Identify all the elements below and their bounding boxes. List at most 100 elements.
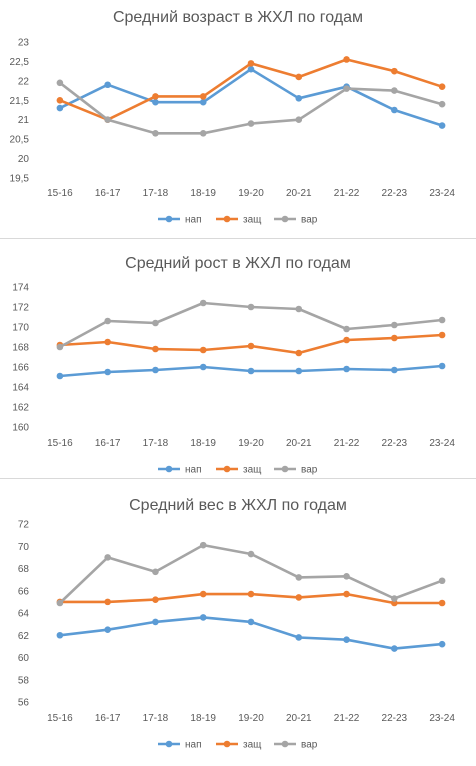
x-tick-label: 19-20	[238, 188, 264, 199]
x-tick-label: 20-21	[286, 713, 312, 724]
legend-swatch-marker	[223, 740, 231, 748]
data-point	[199, 93, 207, 100]
data-point	[247, 303, 255, 311]
data-point	[343, 365, 350, 373]
data-point	[247, 550, 255, 558]
y-tick-label: 70	[18, 542, 30, 553]
legend-swatch-marker	[165, 740, 173, 748]
data-point	[295, 349, 303, 357]
data-point	[343, 56, 350, 63]
legend-label: вар	[301, 215, 318, 226]
y-tick-label: 22	[18, 76, 30, 87]
data-point	[152, 130, 159, 137]
data-point	[247, 367, 255, 375]
x-tick-label: 20-21	[286, 188, 312, 199]
data-point	[247, 590, 255, 598]
legend-swatch-marker	[223, 465, 231, 473]
chart-panel-height: Средний рост в ЖХЛ по годам 160 162 164 166 1…	[0, 240, 476, 477]
data-point	[391, 87, 398, 94]
data-point	[199, 299, 207, 307]
y-tick-label: 72	[18, 520, 30, 531]
data-point	[295, 95, 303, 102]
x-tick-label: 23-24	[429, 438, 455, 449]
legend-item: вар	[274, 740, 318, 751]
data-point	[247, 60, 255, 67]
data-point	[295, 634, 303, 641]
data-point	[104, 81, 111, 89]
x-tick-label: 19-20	[238, 438, 264, 449]
data-point	[438, 83, 446, 90]
data-point	[247, 120, 255, 127]
y-tick-label: 164	[12, 383, 29, 394]
y-tick-label: 66	[18, 586, 30, 597]
chart-title: Средний возраст в ЖХЛ по годам	[113, 9, 363, 26]
data-point	[343, 572, 350, 580]
chart-title: Средний рост в ЖХЛ по годам	[125, 255, 351, 272]
data-point	[104, 116, 111, 124]
x-tick-label: 19-20	[238, 713, 264, 724]
data-point	[247, 65, 255, 73]
x-tick-label: 22-23	[382, 188, 408, 199]
legend-item: защ	[216, 215, 261, 226]
legend-swatch-marker	[281, 215, 289, 223]
data-point	[247, 618, 255, 626]
legend-label: нап	[185, 465, 202, 476]
legend-item: нап	[158, 465, 202, 476]
legend-item: защ	[216, 465, 261, 476]
x-tick-label: 17-18	[143, 713, 169, 724]
data-point	[104, 554, 111, 561]
data-point	[295, 116, 303, 124]
legend-item: нап	[158, 215, 202, 226]
y-tick-label: 162	[12, 403, 29, 414]
y-tick-label: 58	[18, 675, 30, 686]
legend-swatch-marker	[281, 465, 289, 473]
legend-label: защ	[243, 215, 261, 226]
data-point	[438, 331, 446, 339]
legend-item: вар	[274, 465, 318, 476]
y-tick-label: 22,5	[10, 57, 30, 68]
x-tick-label: 22-23	[382, 438, 408, 449]
legend-item: вар	[274, 215, 318, 226]
data-point	[391, 645, 398, 652]
data-point	[199, 363, 207, 371]
y-tick-label: 168	[12, 343, 29, 354]
legend-label: защ	[243, 740, 261, 751]
data-point	[295, 574, 303, 581]
data-point	[438, 640, 446, 648]
data-point	[295, 305, 303, 313]
data-point	[152, 618, 159, 626]
chart-title: Средний вес в ЖХЛ по годам	[129, 497, 347, 514]
data-point	[199, 130, 207, 137]
data-point	[199, 590, 207, 598]
data-point	[104, 338, 111, 346]
data-point	[56, 372, 64, 380]
data-point	[56, 599, 64, 607]
data-point	[295, 367, 303, 375]
legend-item: защ	[216, 740, 261, 751]
data-point	[343, 325, 350, 333]
y-tick-label: 170	[12, 323, 29, 334]
x-tick-label: 20-21	[286, 438, 312, 449]
data-point	[343, 590, 350, 598]
data-point	[295, 594, 303, 601]
legend-swatch-marker	[223, 215, 231, 223]
x-tick-label: 16-17	[95, 188, 121, 199]
series-line-0	[58, 67, 444, 127]
data-point	[438, 122, 446, 129]
chart-panel-weight: Средний вес в ЖХЛ по годам 56 58 60 62 64 66 68…	[0, 480, 476, 761]
x-tick-label: 18-19	[190, 188, 216, 199]
chart-panel-age: Средний возраст в ЖХЛ по годам 19,5 20 20,5…	[0, 0, 476, 237]
x-tick-label: 15-16	[47, 188, 73, 199]
data-point	[104, 368, 111, 376]
x-tick-label: 15-16	[47, 438, 73, 449]
y-tick-label: 19,5	[10, 174, 30, 185]
y-tick-label: 20	[18, 154, 30, 165]
data-point	[438, 599, 446, 607]
x-tick-label: 21-22	[334, 188, 360, 199]
x-tick-label: 17-18	[143, 188, 169, 199]
data-point	[104, 626, 111, 633]
data-point	[247, 342, 255, 350]
legend-label: вар	[301, 465, 318, 476]
y-tick-label: 174	[12, 283, 29, 294]
data-point	[295, 73, 303, 81]
